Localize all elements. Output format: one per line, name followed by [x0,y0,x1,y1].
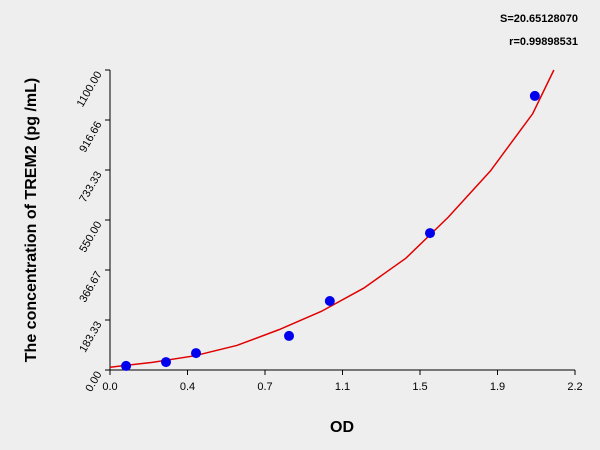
y-tick-label: 1100.00 [75,70,105,110]
point [324,296,335,306]
point [284,330,295,341]
annotation: S=20.65128070 [500,13,578,25]
x-tick-label: 1.5 [412,381,427,393]
point [161,357,172,368]
y-tick-label: 916.66 [77,120,104,155]
point [191,348,202,359]
y-tick-label: 550.00 [77,220,104,255]
fit-line [109,69,555,369]
y-tick-label: 733.33 [77,170,104,205]
point [425,228,436,239]
point [529,90,540,101]
x-tick-label: 0.7 [257,381,272,393]
x-tick-label: 1.1 [335,381,350,393]
x-tick-label: 0.4 [180,381,195,393]
y-axis-label: The concentration of TREM2 (pg /mL) [23,78,40,362]
y-tick-label: 366.67 [77,269,104,304]
x-tick-label: 1.9 [490,381,505,393]
x-tick-label: 2.2 [567,381,582,393]
y-tick-label: 183.33 [77,320,104,355]
point [121,360,132,371]
x-axis-label: OD [330,419,354,436]
x-tick-label: 0.0 [102,381,117,393]
annotation: r=0.99898531 [509,36,578,48]
